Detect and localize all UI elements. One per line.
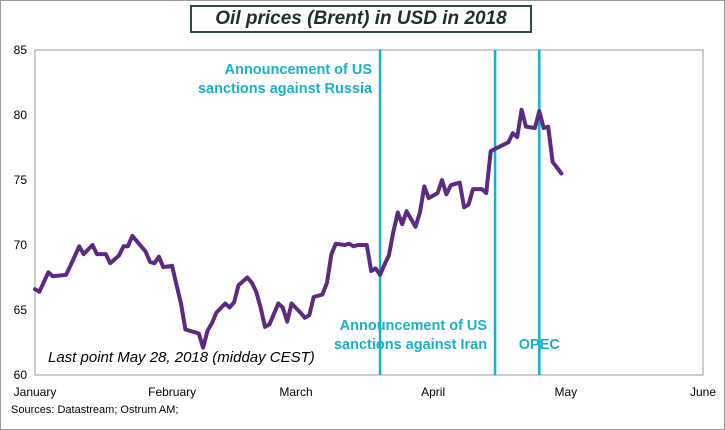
y-tick-label: 60 xyxy=(14,368,28,382)
y-tick-label: 65 xyxy=(14,303,28,317)
annotation-text: OPEC xyxy=(519,337,561,353)
annotations: Announcement of US sanctions against Russ… xyxy=(198,62,560,353)
x-tick-label: April xyxy=(421,385,445,399)
chart-title: Oil prices (Brent) in USD in 2018 xyxy=(190,5,532,33)
y-tick-label: 75 xyxy=(14,173,28,187)
series-group xyxy=(33,107,564,350)
y-tick-label: 80 xyxy=(14,108,28,122)
event-lines xyxy=(378,50,541,375)
x-tick-label: January xyxy=(14,385,57,399)
last-point-note: Last point May 28, 2018 (midday CEST) xyxy=(48,349,315,366)
annotation-text: sanctions against Russia xyxy=(198,81,373,97)
x-tick-label: March xyxy=(279,385,312,399)
series-line-brent xyxy=(33,107,564,350)
y-tick-label: 85 xyxy=(14,43,28,57)
annotation-text: Announcement of US xyxy=(225,62,373,78)
x-tick-label: June xyxy=(690,385,716,399)
axes: 60 65 70 75 80 85 January February March April May… xyxy=(14,43,717,399)
x-tick-label: May xyxy=(555,385,578,399)
plot-area xyxy=(34,49,704,376)
annotation-text: sanctions against Iran xyxy=(334,337,487,353)
sources-text: Sources: Datastream; Ostrum AM; xyxy=(11,404,179,416)
x-tick-label: February xyxy=(148,385,196,399)
annotation-text: Announcement of US xyxy=(340,318,488,334)
y-tick-label: 70 xyxy=(14,238,28,252)
